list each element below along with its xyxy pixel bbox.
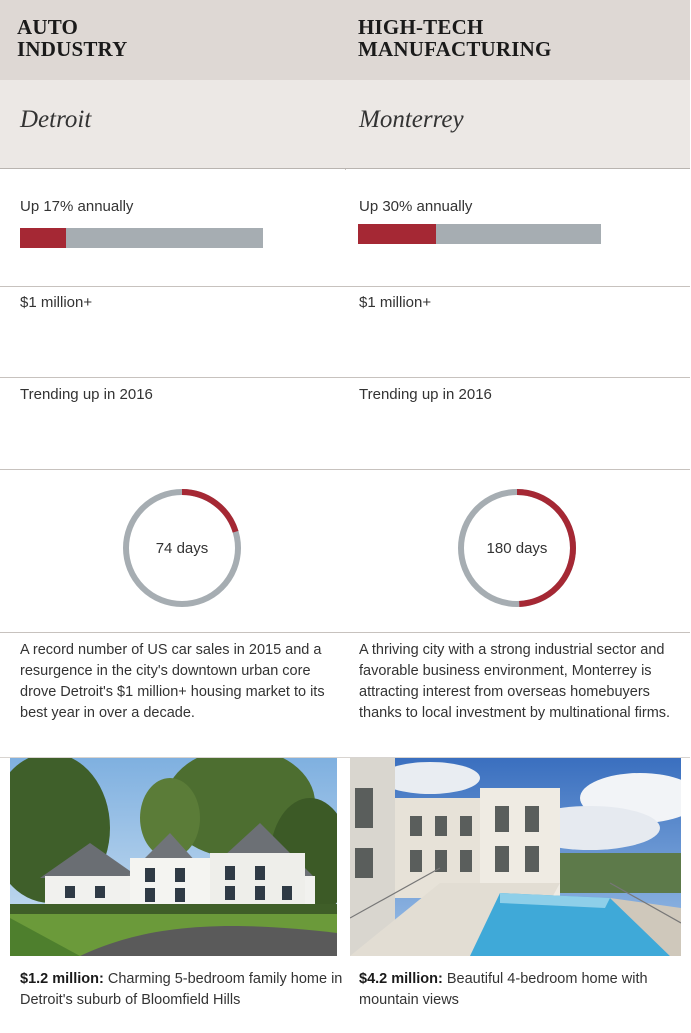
city-band: Detroit [0,80,345,169]
days-row: 74 days [0,470,345,633]
caption-text: Charming 5-bedroom family home in Detroi… [20,971,343,1008]
detroit-house-photo [10,758,337,956]
description-row: A record number of US car sales in 2015 … [0,633,345,758]
caption-price: $1.2 million: [20,971,104,987]
growth-text: Up 30% annually [359,198,473,215]
days-ring-arc [458,489,576,607]
industry-band: HIGH-TECH MANUFACTURING [345,0,690,80]
growth-text: Up 17% annually [20,198,134,215]
description-row: A thriving city with a strong industrial… [345,633,690,758]
growth-bar-fill [358,224,436,244]
industry-label: HIGH-TECH MANUFACTURING [358,15,552,61]
days-label: 74 days [155,539,209,557]
description-text: A record number of US car sales in 2015 … [20,642,325,721]
trend-text: Trending up in 2016 [20,386,153,403]
trend-row: Trending up in 2016 [345,378,690,470]
city-name: Detroit [20,106,92,133]
price-row: $1 million+ [0,287,345,378]
caption-price: $4.2 million: [359,971,443,987]
industry-label: AUTO INDUSTRY [17,15,128,61]
price-row: $1 million+ [345,287,690,378]
column-detroit: AUTO INDUSTRY Detroit Up 17% annually $1… [0,0,345,758]
monterrey-house-photo [350,758,681,956]
price-text: $1 million+ [20,294,93,311]
days-label: 180 days [486,539,548,557]
description-text: A thriving city with a strong industrial… [359,642,671,721]
monterrey-photo-caption: $4.2 million: Beautiful 4-bedroom home w… [359,969,684,1011]
industry-band: AUTO INDUSTRY [0,0,345,80]
trend-text: Trending up in 2016 [359,386,492,403]
trend-row: Trending up in 2016 [0,378,345,470]
detroit-photo-caption: $1.2 million: Charming 5-bedroom family … [20,969,345,1011]
city-name: Monterrey [359,106,464,133]
growth-bar-fill [20,228,67,248]
city-band: Monterrey [345,80,690,169]
price-text: $1 million+ [359,294,432,311]
growth-bar [358,224,601,244]
days-ring: 180 days [455,486,579,610]
growth-row: Up 30% annually [345,169,690,287]
days-ring-arc [123,489,241,607]
growth-row: Up 17% annually [0,169,345,287]
caption-text: Beautiful 4-bedroom home with mountain v… [359,971,648,1008]
days-row: 180 days [345,470,690,633]
column-monterrey: HIGH-TECH MANUFACTURING Monterrey Up 30%… [345,0,690,758]
growth-bar [20,228,263,248]
days-ring: 74 days [120,486,244,610]
